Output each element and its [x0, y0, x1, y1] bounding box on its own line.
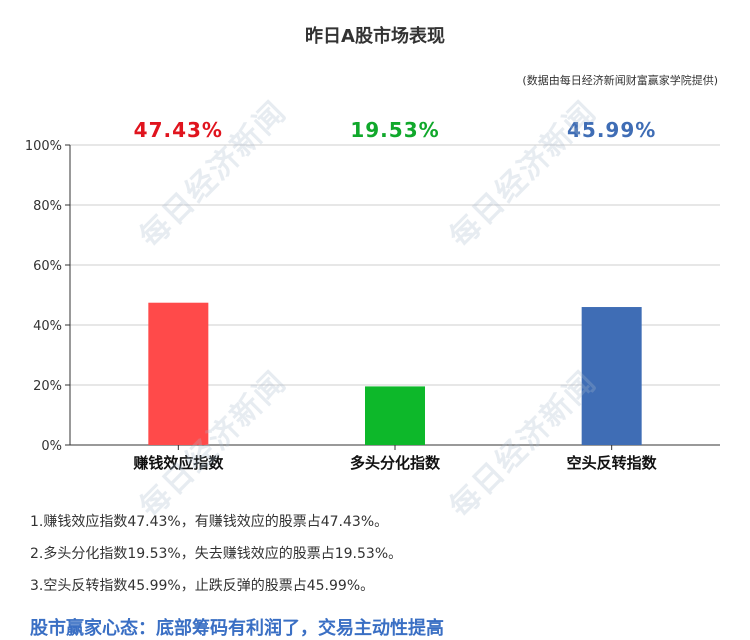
bar	[581, 307, 642, 445]
market-mood-summary: 股市赢家心态：底部筹码有利润了，交易主动性提高	[30, 618, 444, 639]
x-tick-label: 赚钱效应指数	[132, 454, 224, 472]
y-tick-label: 80%	[33, 199, 62, 214]
chart-title: 昨日A股市场表现	[305, 26, 445, 47]
notes-list: 1.赚钱效应指数47.43%，有赚钱效应的股票占47.43%。 2.多头分化指数…	[30, 512, 402, 608]
x-tick-label: 空头反转指数	[567, 454, 658, 472]
x-tick-label: 多头分化指数	[350, 454, 441, 472]
y-tick-label: 20%	[33, 379, 62, 394]
y-tick-label: 0%	[41, 439, 62, 454]
note-item: 3.空头反转指数45.99%，止跌反弹的股票占45.99%。	[30, 578, 375, 594]
bar	[148, 302, 209, 445]
bar-chart: 0% 20% 40% 60% 80% 100% 赚钱效应指数 47.43% 多头分化指数 19.5…	[25, 118, 720, 472]
data-label: 45.99%	[567, 118, 656, 142]
data-label: 19.53%	[350, 118, 439, 142]
bar	[365, 386, 425, 445]
note-item: 1.赚钱效应指数47.43%，有赚钱效应的股票占47.43%。	[30, 514, 389, 530]
data-source-note: (数据由每日经济新闻财富赢家学院提供)	[522, 74, 718, 87]
y-tick-label: 60%	[33, 259, 62, 274]
data-label: 47.43%	[134, 118, 223, 142]
note-item: 2.多头分化指数19.53%，失去赚钱效应的股票占19.53%。	[30, 546, 403, 562]
y-tick-label: 40%	[33, 319, 62, 334]
y-tick-label: 100%	[25, 139, 62, 154]
